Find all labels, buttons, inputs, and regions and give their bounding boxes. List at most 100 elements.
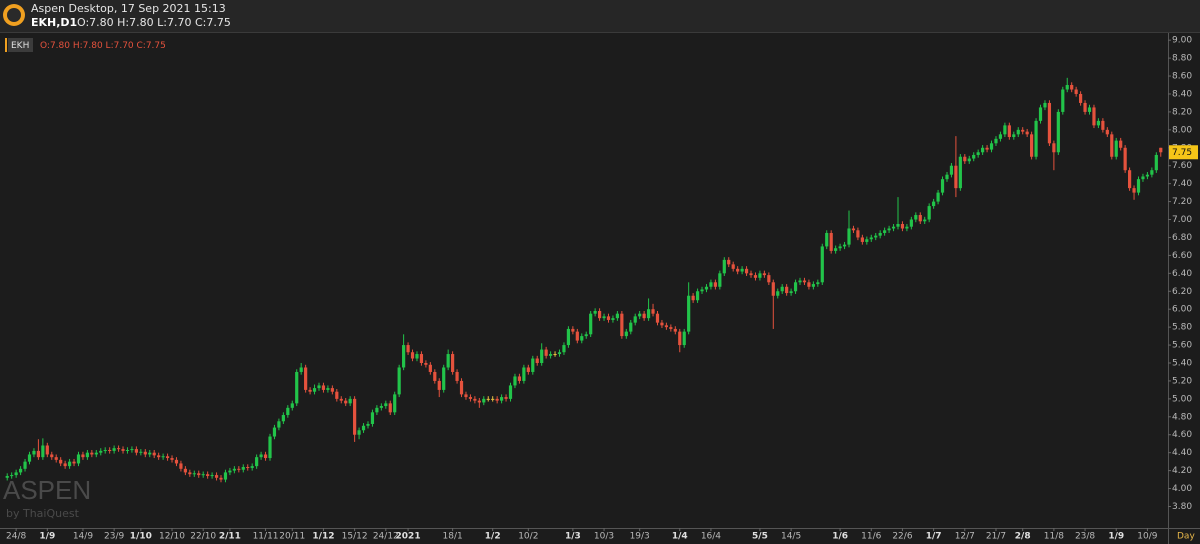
y-tick-label: 8.20	[1172, 107, 1192, 117]
candle-body	[223, 472, 228, 480]
candle-body	[981, 147, 985, 153]
legend-symbol-box	[8, 38, 33, 52]
candle-body	[500, 397, 504, 401]
candle-body	[486, 398, 490, 400]
candle-body	[455, 371, 459, 381]
candle-body	[263, 454, 268, 459]
candle-body	[972, 154, 976, 159]
candle-body	[548, 354, 553, 356]
x-tick-label: 1/12	[312, 532, 334, 542]
candle-body	[847, 228, 851, 245]
candle-body	[753, 275, 758, 278]
x-tick-label: 14/5	[781, 532, 801, 542]
candle-body	[277, 421, 281, 428]
x-tick-label: 22/6	[892, 532, 912, 542]
candle-body	[468, 397, 473, 399]
y-tick-label: 6.20	[1172, 287, 1192, 297]
candle-body	[1087, 107, 1092, 112]
candle-body	[1132, 188, 1136, 193]
timeframe-label: Day	[1177, 532, 1195, 542]
candle-body	[357, 430, 361, 435]
candle-body	[45, 445, 49, 455]
y-tick-label: 4.00	[1172, 484, 1192, 494]
candle-body	[571, 328, 575, 332]
candle-body	[829, 232, 833, 251]
candle-body	[727, 259, 731, 265]
candle-body	[945, 174, 949, 180]
candle-body	[940, 179, 945, 193]
candle-body	[143, 451, 147, 455]
candle-body	[433, 371, 437, 381]
candle-body	[41, 445, 45, 458]
candle-body	[428, 364, 432, 372]
candle-body	[593, 310, 597, 314]
candle-body	[816, 282, 820, 285]
symbol-timeframe: EKH,D1	[31, 16, 77, 29]
candle-body	[1052, 143, 1056, 153]
candle-body	[611, 318, 615, 320]
candle-body	[1056, 111, 1060, 153]
candle-body	[575, 331, 579, 341]
candle-body	[116, 448, 121, 450]
y-tick-label: 7.60	[1172, 161, 1192, 171]
y-tick-label: 8.40	[1172, 89, 1192, 99]
candle-body	[1047, 102, 1052, 144]
candle-body	[517, 376, 522, 381]
candle-body	[687, 295, 691, 332]
candle-body	[366, 423, 370, 426]
x-tick-label: 1/6	[832, 532, 848, 542]
candle-body	[76, 454, 81, 464]
last-price-tag	[1169, 145, 1198, 160]
candle-body	[94, 452, 98, 455]
candle-body	[958, 156, 962, 189]
candle-body	[718, 273, 722, 287]
candle-body	[655, 313, 660, 323]
candle-body	[1007, 125, 1011, 138]
candle-body	[23, 461, 27, 469]
candle-body	[451, 354, 455, 372]
candle-body	[214, 475, 219, 478]
candle-body	[379, 406, 383, 408]
candle-body	[1043, 102, 1047, 108]
candle-body	[722, 259, 726, 274]
candle-body	[36, 450, 41, 458]
y-tick-label: 5.40	[1172, 359, 1192, 369]
candle-body	[802, 280, 807, 283]
candle-body	[793, 282, 798, 292]
candle-body	[344, 400, 348, 404]
candle-body	[161, 456, 165, 458]
candle-body	[210, 475, 214, 477]
candle-body	[384, 403, 388, 407]
candle-body	[312, 388, 317, 392]
x-tick-label: 10/3	[594, 532, 614, 542]
candle-body	[1154, 154, 1158, 171]
candle-body	[339, 398, 343, 401]
candle-body	[878, 232, 882, 236]
candle-body	[388, 403, 392, 413]
candle-body	[410, 352, 415, 359]
candle-body	[139, 451, 143, 453]
candle-body	[834, 248, 838, 251]
candle-body	[201, 474, 205, 476]
y-tick-label: 5.80	[1172, 323, 1192, 333]
candle-body	[651, 309, 655, 314]
candle-body	[192, 473, 196, 475]
candle-body	[744, 268, 749, 274]
candle-body	[370, 412, 375, 424]
candle-body	[290, 403, 294, 408]
candle-body	[842, 244, 847, 247]
x-tick-label: 10/9	[1137, 532, 1157, 542]
candle-body	[1150, 170, 1154, 175]
watermark: ASPEN	[3, 475, 91, 505]
candle-body	[90, 452, 94, 455]
candle-body	[740, 268, 744, 272]
candle-body	[825, 232, 829, 247]
candle-body	[206, 474, 210, 476]
x-tick-label: 1/10	[130, 532, 152, 542]
candle-body	[1145, 174, 1150, 177]
candle-body	[85, 452, 89, 458]
candle-body	[361, 425, 366, 431]
candle-body	[691, 295, 695, 301]
candle-body	[851, 228, 856, 231]
